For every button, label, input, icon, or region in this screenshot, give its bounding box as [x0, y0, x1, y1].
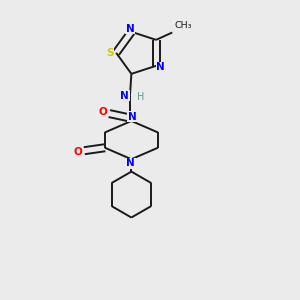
Text: N: N [126, 158, 135, 168]
Text: H: H [137, 92, 145, 102]
Text: CH₃: CH₃ [175, 21, 192, 30]
Text: N: N [120, 91, 129, 101]
Text: O: O [74, 147, 82, 157]
Text: O: O [98, 107, 107, 117]
Text: S: S [106, 48, 113, 58]
Text: N: N [156, 62, 165, 72]
Text: N: N [126, 24, 134, 34]
Text: N: N [128, 112, 137, 122]
